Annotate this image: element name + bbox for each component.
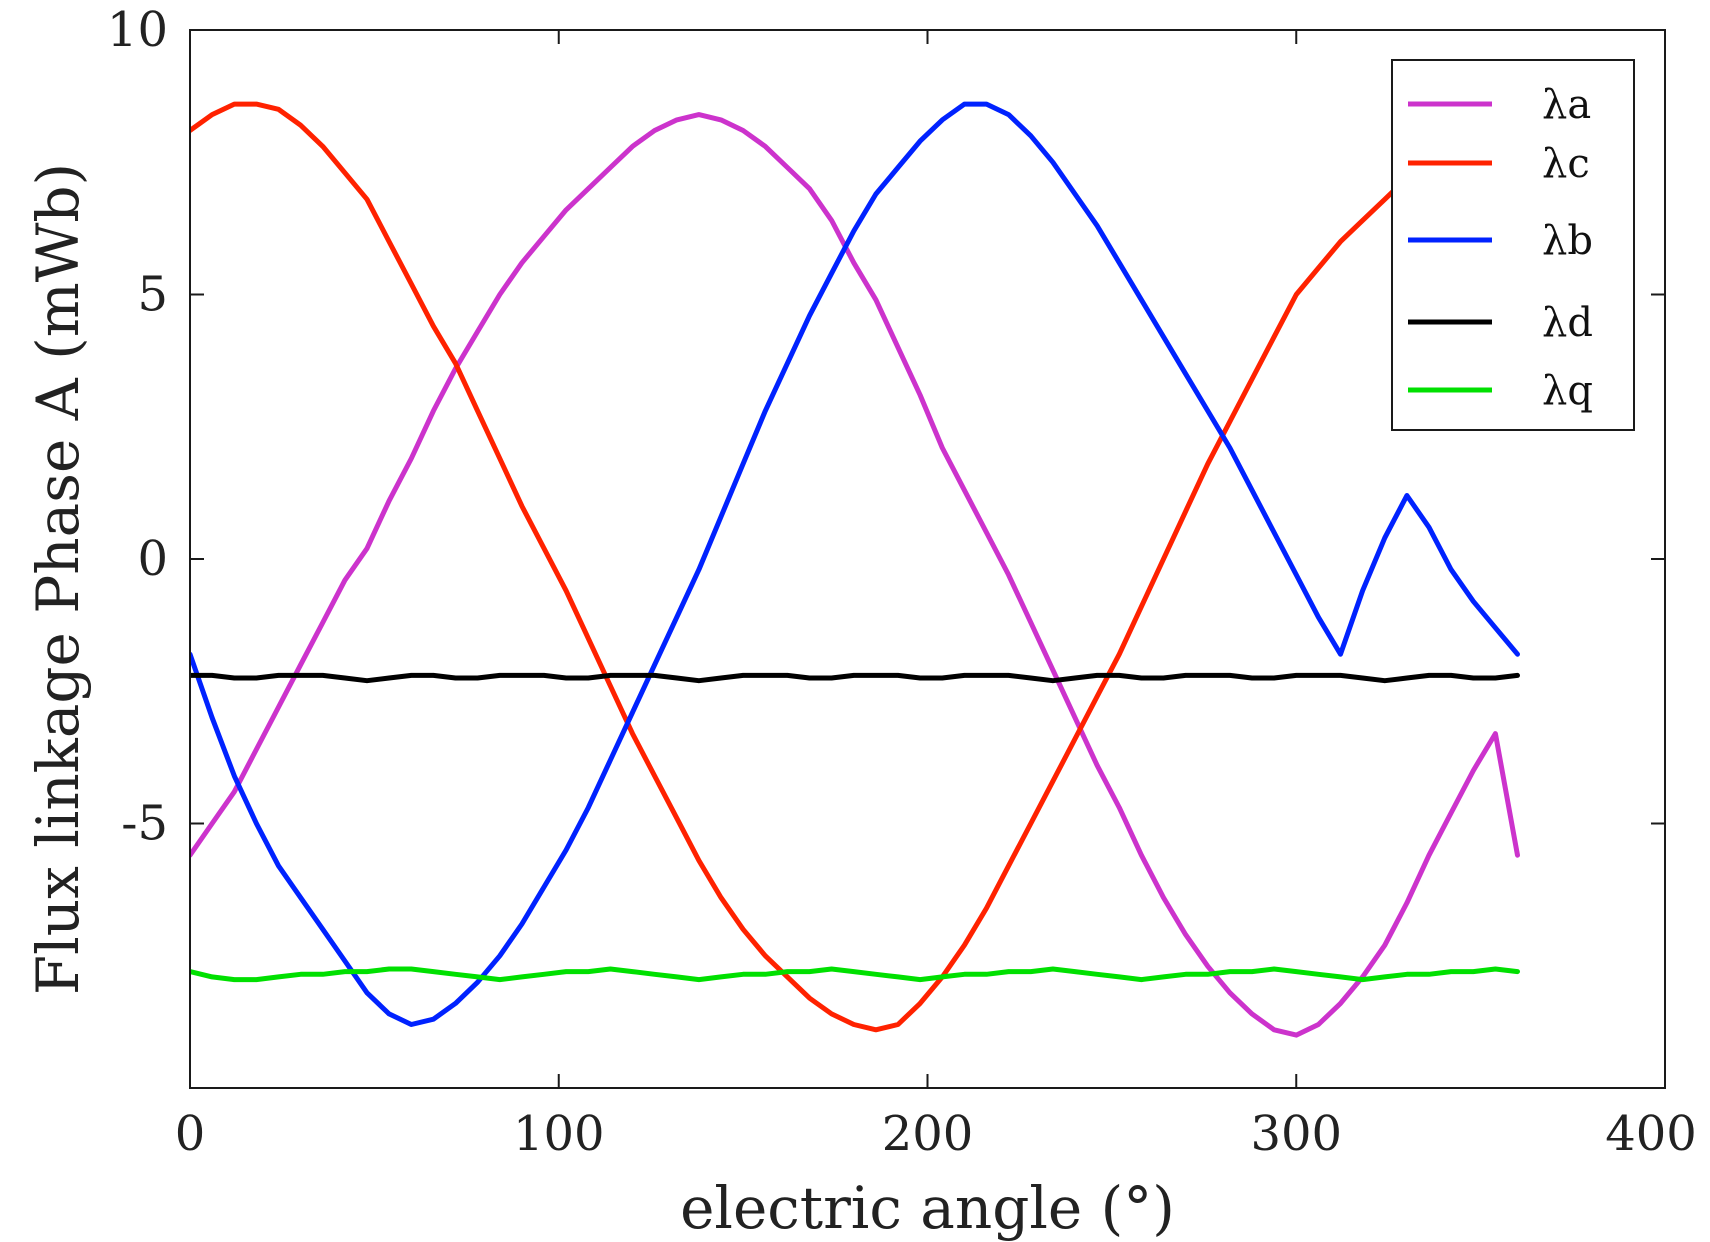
legend-label-1: λa (1542, 82, 1591, 128)
tick-layer: 0 100 200 300 400 -5 0 5 10 (107, 2, 1697, 1162)
legend: λa λc λb λd λq (1391, 59, 1635, 431)
y-tick-label: 0 (137, 531, 168, 587)
x-tick-label: 400 (1605, 1106, 1697, 1162)
y-tick-label: -5 (121, 796, 168, 852)
series-line-4 (190, 672, 1520, 684)
series-layer (190, 101, 1520, 1038)
y-axis-title: Flux linkage Phase A (mWb) (24, 163, 92, 995)
x-tick-label: 300 (1250, 1106, 1342, 1162)
legend-label-5: λq (1542, 368, 1593, 414)
y-tick-label: 10 (107, 2, 168, 58)
series-line-5 (190, 966, 1520, 983)
x-tick-label: 100 (513, 1106, 605, 1162)
y-tick-label: 5 (137, 267, 168, 323)
series-line-1 (190, 112, 1520, 1038)
x-axis-title: electric angle (°) (680, 1174, 1175, 1242)
legend-label-3: λb (1542, 218, 1593, 264)
series-line-3 (190, 101, 1520, 1027)
legend-box (1391, 59, 1635, 431)
x-tick-label: 200 (882, 1106, 974, 1162)
legend-label-2: λc (1542, 141, 1590, 187)
series-line-2 (190, 101, 1520, 1033)
x-tick-label: 0 (175, 1106, 206, 1162)
legend-label-4: λd (1542, 300, 1593, 346)
